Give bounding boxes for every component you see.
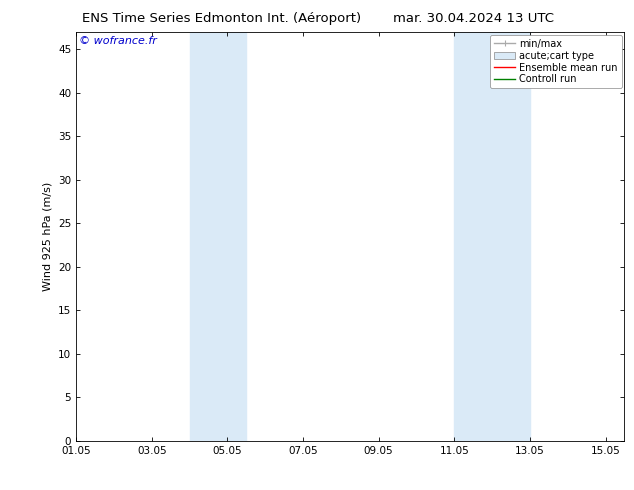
Text: mar. 30.04.2024 13 UTC: mar. 30.04.2024 13 UTC (393, 12, 554, 25)
Bar (455, 32, 530, 441)
Text: ENS Time Series Edmonton Int. (Aéroport): ENS Time Series Edmonton Int. (Aéroport) (82, 12, 361, 25)
Legend: min/max, acute;cart type, Ensemble mean run, Controll run: min/max, acute;cart type, Ensemble mean … (490, 35, 621, 88)
Text: © wofrance.fr: © wofrance.fr (79, 36, 157, 46)
Bar (190, 32, 246, 441)
Y-axis label: Wind 925 hPa (m/s): Wind 925 hPa (m/s) (42, 182, 53, 291)
